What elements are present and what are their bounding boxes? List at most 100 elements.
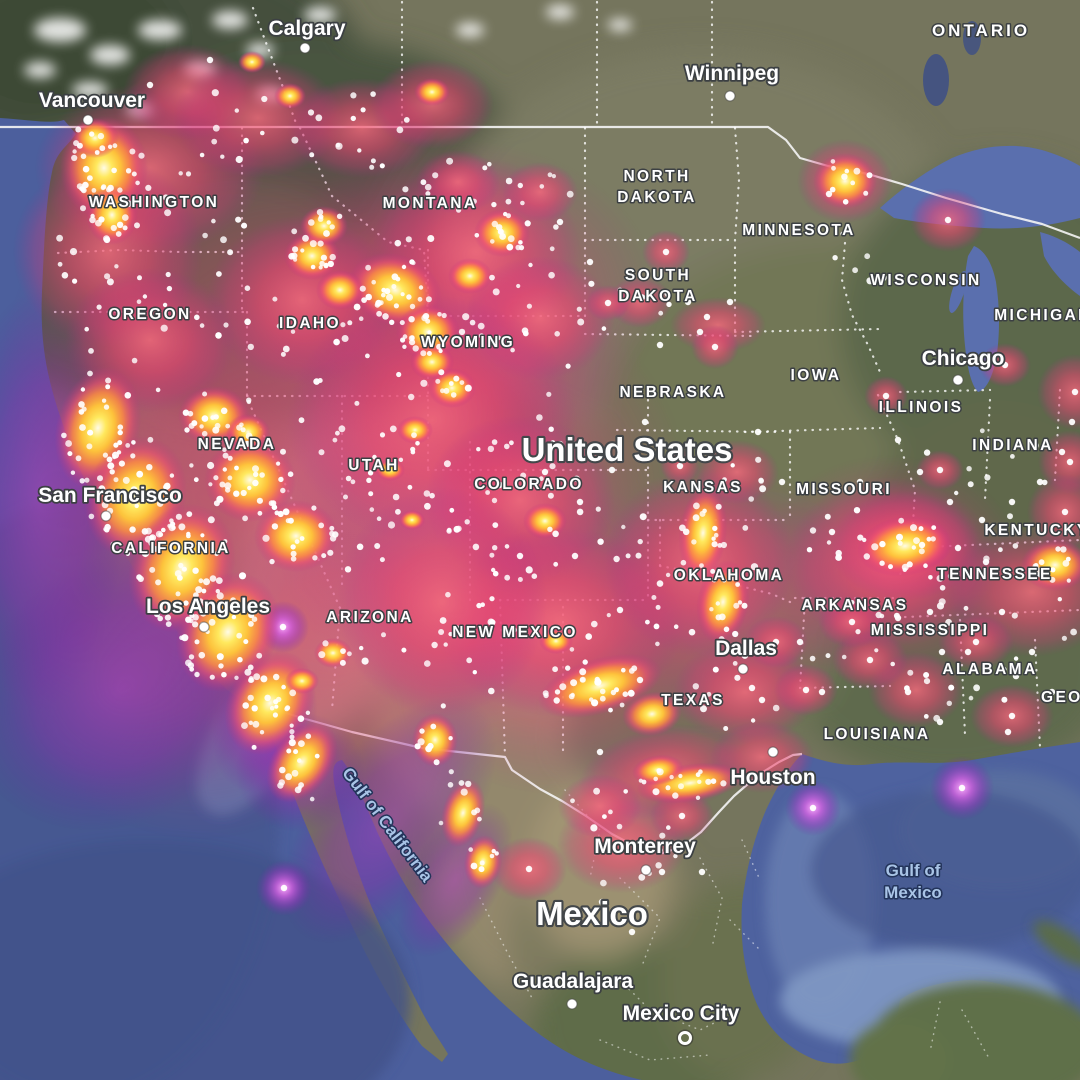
fire-detection-dot xyxy=(676,462,684,470)
city-monterrey[interactable]: Monterrey xyxy=(592,833,698,876)
fire-detection-dot xyxy=(926,608,934,616)
fire-detection-dot xyxy=(336,213,343,219)
fire-detection-dot xyxy=(289,729,295,735)
fire-detection-dot xyxy=(365,353,370,359)
heat-blob-h xyxy=(316,270,364,310)
heat-blob-w xyxy=(502,162,578,222)
city-marker[interactable] xyxy=(724,90,736,102)
fire-detection-dot xyxy=(897,540,903,546)
fire-detection-dot xyxy=(913,537,920,544)
fire-detection-dot xyxy=(723,626,730,633)
fire-detection-dot xyxy=(155,530,163,538)
fire-detection-dot xyxy=(866,172,873,179)
fire-detection-dot xyxy=(402,334,408,339)
city-winnipeg[interactable]: Winnipeg xyxy=(683,60,781,102)
fire-detection-dot xyxy=(923,563,928,568)
fire-detection-dot xyxy=(507,235,515,243)
fire-detection-dot xyxy=(310,264,316,270)
fire-detection-dot xyxy=(131,357,138,364)
city-calgary[interactable]: Calgary xyxy=(267,15,348,54)
state-label-dakota-3: DAKOTA xyxy=(617,189,697,206)
fire-detection-dot xyxy=(80,387,86,392)
fire-detection-dot xyxy=(98,485,106,493)
city-chicago[interactable]: Chicago xyxy=(920,345,1006,386)
heat-blob-w xyxy=(416,150,500,214)
city-guadalajara[interactable]: Guadalajara xyxy=(511,968,635,1010)
city-vancouver[interactable]: Vancouver xyxy=(37,87,147,126)
fire-detection-dot xyxy=(291,136,299,144)
fire-detection-dot xyxy=(369,164,375,170)
city-marker[interactable] xyxy=(82,114,94,126)
fire-detection-dot xyxy=(622,691,629,697)
fire-detection-dot xyxy=(894,436,902,444)
fire-detection-dot xyxy=(291,769,299,777)
fire-detection-dot xyxy=(693,502,700,510)
fire-detection-dot xyxy=(717,543,723,548)
fire-detection-dot xyxy=(750,563,759,571)
fire-detection-dot xyxy=(699,563,704,568)
city-marker[interactable] xyxy=(767,746,779,758)
city-marker[interactable] xyxy=(566,998,578,1010)
fire-detection-dot xyxy=(323,230,330,237)
fire-detection-dot xyxy=(149,566,156,573)
fire-detection-dot xyxy=(187,662,195,669)
fire-detection-dot xyxy=(78,401,85,408)
fire-detection-dot xyxy=(829,603,836,610)
fire-detection-dot xyxy=(848,618,856,626)
city-dallas[interactable]: Dallas xyxy=(713,635,779,675)
fire-detection-dot xyxy=(536,414,543,421)
region-label-ontario: ONTARIO xyxy=(932,21,1030,40)
city-mexico-city[interactable]: Mexico City xyxy=(621,1000,741,1047)
fire-detection-dot xyxy=(585,633,592,640)
fire-detection-dot xyxy=(240,489,247,497)
fire-detection-dot xyxy=(218,663,224,669)
city-marker[interactable] xyxy=(737,663,749,675)
fire-detection-dot xyxy=(730,574,737,581)
city-marker[interactable] xyxy=(100,510,112,522)
fire-detection-dot xyxy=(944,216,952,224)
heat-blob-h xyxy=(397,416,433,444)
fire-detection-dot xyxy=(210,415,216,420)
fire-detection-dot xyxy=(511,627,517,633)
fire-detection-dot xyxy=(280,487,286,494)
fire-detection-dot xyxy=(496,224,503,231)
fire-detection-dot xyxy=(641,418,649,426)
city-san-francisco[interactable]: San Francisco xyxy=(36,482,184,522)
fire-detection-dot xyxy=(672,792,679,799)
fire-detection-dot xyxy=(958,784,966,792)
fire-detection-dot xyxy=(198,598,204,604)
fire-detection-dot xyxy=(450,392,457,398)
fire-detection-dot xyxy=(485,490,490,495)
city-marker[interactable] xyxy=(952,374,964,386)
city-marker[interactable] xyxy=(299,42,311,54)
fire-detection-dot xyxy=(525,865,533,873)
fire-detection-dot xyxy=(182,409,190,416)
state-label-wisconsin-5: WISCONSIN xyxy=(870,272,981,289)
state-label-idaho-8: IDAHO xyxy=(279,315,341,332)
fire-detection-dot xyxy=(103,236,111,244)
capital-marker[interactable] xyxy=(676,1029,694,1047)
country-label-mexico: Mexico xyxy=(536,895,648,932)
fire-detection-dot xyxy=(459,380,465,385)
fire-detection-dot xyxy=(415,441,420,446)
fire-detection-dot xyxy=(424,660,431,667)
fire-detection-dot xyxy=(655,604,661,610)
fire-detection-dot xyxy=(1013,656,1019,661)
fire-detection-dot xyxy=(968,695,974,701)
city-houston[interactable]: Houston xyxy=(729,746,817,791)
fire-detection-dot xyxy=(662,248,670,256)
fire-detection-dot xyxy=(809,527,817,534)
state-label-montana-1: MONTANA xyxy=(383,195,478,212)
city-los-angeles[interactable]: Los Angeles xyxy=(144,593,272,633)
fire-detection-dot xyxy=(358,316,364,322)
fire-detection-dot xyxy=(110,224,117,232)
city-marker[interactable] xyxy=(198,621,210,633)
fire-detection-dot xyxy=(548,271,555,279)
fire-detection-dot xyxy=(154,611,160,618)
fire-detection-dot xyxy=(76,183,83,190)
city-marker[interactable] xyxy=(640,864,652,876)
fire-detection-dot xyxy=(1035,567,1041,573)
fire-detection-dot xyxy=(357,148,362,153)
